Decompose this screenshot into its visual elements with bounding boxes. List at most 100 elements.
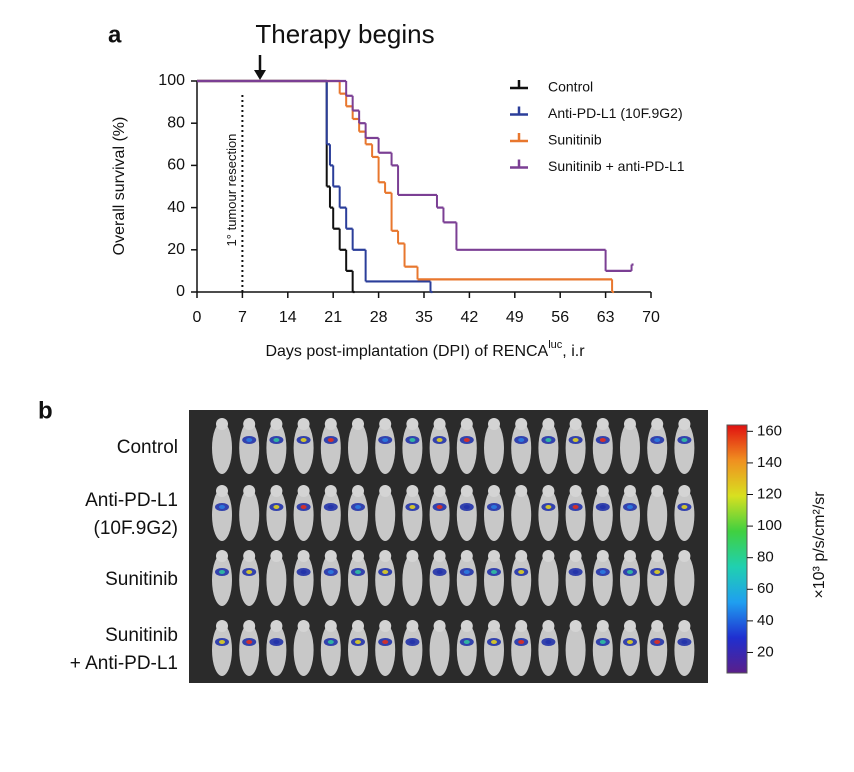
mouse-head [651, 620, 664, 632]
x-tick-label: 63 [597, 309, 615, 326]
signal-core [327, 505, 334, 509]
signal-core [599, 505, 606, 509]
mouse [484, 624, 504, 676]
group-label: Control [117, 437, 178, 458]
signal-core [463, 505, 470, 509]
signal-core [327, 570, 334, 574]
mouse [402, 422, 423, 474]
signal-core [273, 640, 280, 644]
mouse [484, 489, 504, 541]
mouse [375, 624, 396, 676]
x-tick-label: 28 [370, 309, 388, 326]
mouse-head [379, 620, 392, 632]
mouse [266, 422, 287, 474]
legend-label: Anti-PD-L1 (10F.9G2) [548, 105, 683, 121]
mouse [620, 554, 640, 606]
legend-marker [510, 106, 528, 116]
colorbar-tick-label: 80 [757, 549, 774, 566]
mouse [429, 422, 450, 474]
mouse-head [297, 620, 310, 632]
signal-core [681, 505, 688, 509]
signal-core [491, 570, 497, 574]
mouse-head [352, 485, 364, 497]
colorbar-tick-label: 40 [757, 612, 774, 629]
mouse-head [651, 418, 664, 430]
mouse [456, 489, 477, 541]
mouse [511, 624, 532, 676]
colorbar-tick-label: 160 [757, 422, 782, 439]
mouse [511, 489, 532, 541]
mouse [239, 489, 260, 541]
mouse [674, 554, 695, 606]
mouse-head [678, 550, 691, 562]
signal-core [273, 505, 280, 509]
signal-core [491, 640, 497, 644]
mouse [293, 489, 314, 541]
signal-core [627, 570, 633, 574]
mouse [429, 554, 450, 606]
group-label: (10F.9G2) [94, 518, 178, 539]
mouse-head [324, 418, 337, 430]
mouse [620, 489, 640, 541]
x-tick-label: 70 [642, 309, 660, 326]
mouse-head [460, 620, 473, 632]
mouse [456, 422, 477, 474]
mouse [320, 624, 341, 676]
colorbar-tick-label: 100 [757, 517, 782, 534]
signal-core [545, 438, 552, 442]
signal-core [599, 640, 606, 644]
signal-core [627, 640, 633, 644]
mouse-head [406, 418, 419, 430]
mouse [212, 554, 232, 606]
mouse [456, 554, 477, 606]
mouse-head [216, 550, 228, 562]
mouse-head [433, 550, 446, 562]
signal-core [409, 505, 416, 509]
signal-core [409, 438, 416, 442]
mouse-head [297, 485, 310, 497]
colorbar-tick-label: 120 [757, 485, 782, 502]
mouse [565, 422, 586, 474]
mouse-head [542, 620, 555, 632]
y-tick-label: 100 [158, 72, 185, 89]
mouse [429, 489, 450, 541]
signal-core [599, 570, 606, 574]
mouse-head [406, 620, 419, 632]
mouse [484, 554, 504, 606]
mouse-head [624, 620, 636, 632]
y-tick-label: 60 [167, 157, 185, 174]
legend-label: Sunitinib [548, 132, 602, 148]
group-label: Sunitinib [105, 569, 178, 590]
x-axis-label-part: Days post-implantation (DPI) of RENCA [265, 343, 548, 360]
mouse [429, 624, 450, 676]
mouse-head [624, 485, 636, 497]
mouse-head [596, 620, 609, 632]
mouse-head [488, 550, 500, 562]
signal-core [219, 640, 225, 644]
mouse-head [324, 485, 337, 497]
x-tick-label: 21 [324, 309, 342, 326]
mouse-head [515, 620, 528, 632]
group-label: + Anti-PD-L1 [70, 653, 178, 674]
colorbar-tick-label: 60 [757, 580, 774, 597]
mouse-head [379, 485, 392, 497]
mouse-head [297, 550, 310, 562]
mouse-head [569, 620, 582, 632]
mouse-head [515, 485, 528, 497]
mouse [348, 422, 368, 474]
x-axis-label-part: luc [548, 339, 563, 351]
signal-core [436, 438, 443, 442]
mouse [239, 624, 260, 676]
mouse-head [488, 485, 500, 497]
mouse-head [678, 418, 691, 430]
signal-core [627, 505, 633, 509]
signal-core [246, 570, 253, 574]
x-tick-label: 35 [415, 309, 433, 326]
mouse [538, 422, 559, 474]
signal-core [463, 640, 470, 644]
mouse [674, 624, 695, 676]
mouse-head [270, 550, 283, 562]
mouse [266, 489, 287, 541]
mouse-head [596, 418, 609, 430]
colorbar-label: ×10³ p/s/cm²/sr [811, 491, 828, 599]
